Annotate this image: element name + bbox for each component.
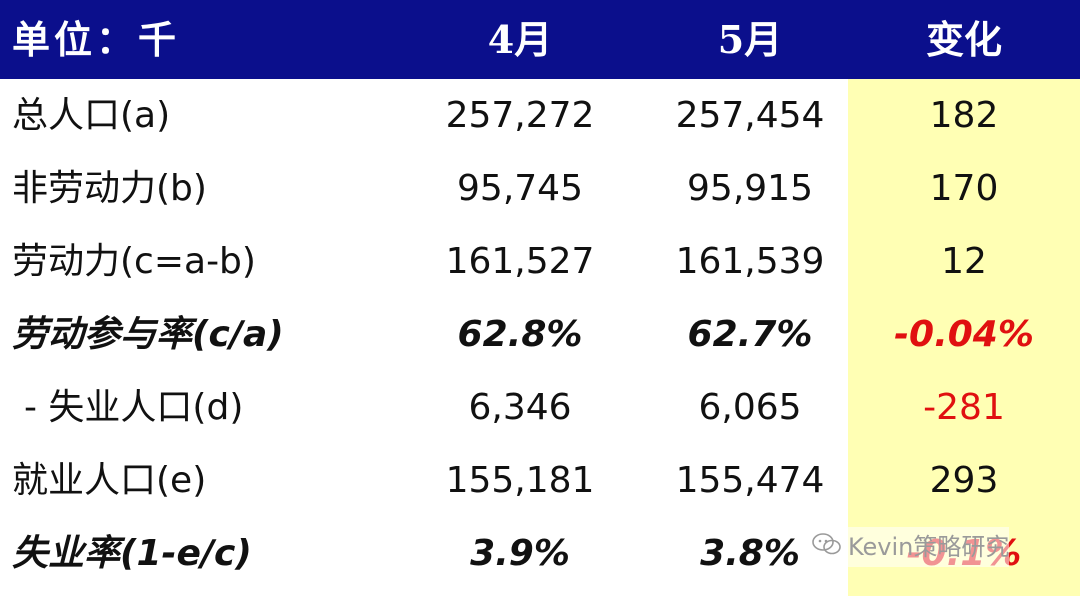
may-value: 257,454 bbox=[675, 95, 825, 136]
row-label: 就业人口(e) bbox=[12, 460, 207, 501]
row-label: 劳动参与率(c/a) bbox=[12, 314, 284, 355]
change-value: 182 bbox=[929, 95, 999, 136]
april-value: 6,346 bbox=[468, 387, 572, 428]
unit-label: 单位：千 bbox=[12, 17, 181, 62]
april-value: 3.9% bbox=[470, 533, 570, 574]
column-header-april: 4月 bbox=[487, 17, 553, 62]
table-row: 劳动力(c=a-b) 161,527 161,539 12 bbox=[0, 225, 1080, 299]
april-value: 155,181 bbox=[445, 460, 595, 501]
table-row: 非劳动力(b) 95,745 95,915 170 bbox=[0, 152, 1080, 226]
row-label: 劳动力(c=a-b) bbox=[12, 241, 256, 282]
table-row: - 失业人口(d) 6,346 6,065 -281 bbox=[0, 371, 1080, 445]
april-value: 257,272 bbox=[445, 95, 595, 136]
row-label: - 失业人口(d) bbox=[24, 387, 244, 428]
change-value: 12 bbox=[941, 241, 987, 282]
change-value: 293 bbox=[929, 460, 999, 501]
may-value: 155,474 bbox=[675, 460, 825, 501]
april-value: 62.8% bbox=[457, 314, 583, 355]
table-row: 总人口(a) 257,272 257,454 182 bbox=[0, 79, 1080, 153]
table-row: 劳动参与率(c/a) 62.8% 62.7% -0.04% bbox=[0, 298, 1080, 372]
row-label: 总人口(a) bbox=[12, 95, 171, 136]
may-value: 95,915 bbox=[687, 168, 813, 209]
may-value: 6,065 bbox=[698, 387, 802, 428]
wechat-icon bbox=[812, 528, 842, 568]
column-header-may: 5月 bbox=[717, 17, 783, 62]
may-value: 161,539 bbox=[675, 241, 825, 282]
april-value: 161,527 bbox=[445, 241, 595, 282]
table-row: 就业人口(e) 155,181 155,474 293 bbox=[0, 444, 1080, 518]
column-header-change: 变化 bbox=[925, 17, 1002, 62]
watermark: Kevin策略研究 bbox=[812, 527, 1010, 568]
april-value: 95,745 bbox=[457, 168, 583, 209]
change-value: -0.04% bbox=[894, 314, 1034, 355]
row-label: 失业率(1-e/c) bbox=[12, 533, 252, 574]
change-value: -281 bbox=[923, 387, 1005, 428]
change-value: 170 bbox=[929, 168, 999, 209]
row-label: 非劳动力(b) bbox=[12, 168, 207, 209]
may-value: 62.7% bbox=[687, 314, 813, 355]
change-column-highlight bbox=[848, 79, 1080, 596]
table-header: 单位：千 4月 5月 变化 bbox=[0, 0, 1080, 82]
watermark-text: Kevin策略研究 bbox=[848, 533, 1010, 561]
may-value: 3.8% bbox=[700, 533, 800, 574]
